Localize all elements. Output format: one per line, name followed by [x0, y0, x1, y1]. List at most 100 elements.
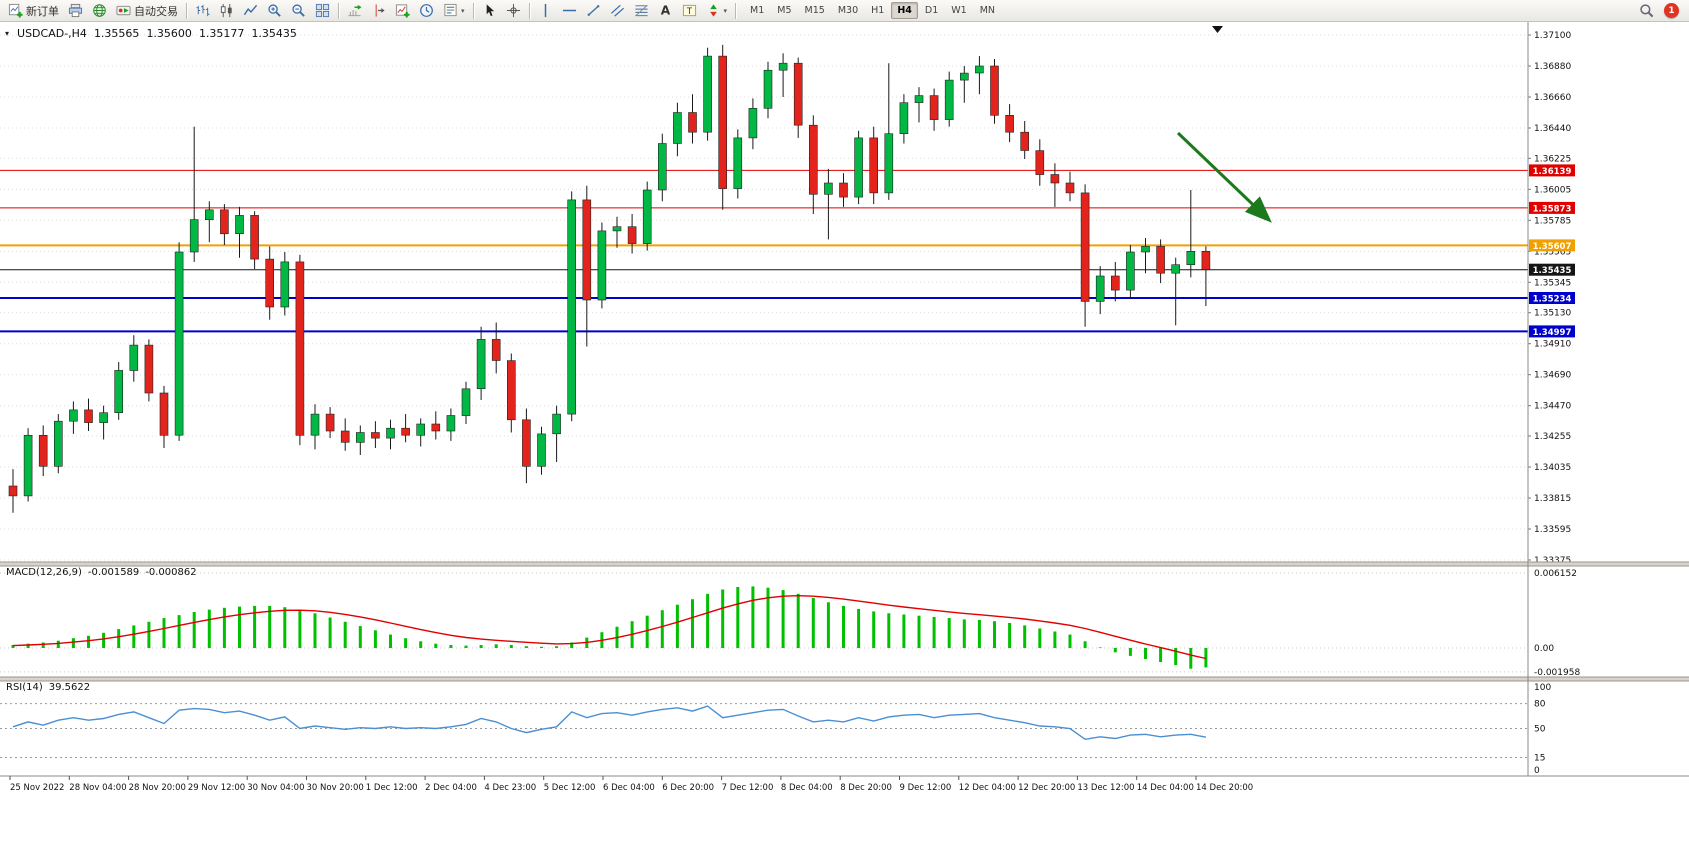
community-button[interactable] [88, 1, 111, 21]
cursor-tool-icon [482, 3, 497, 18]
symbol-period-label: USDCAD-,H4 [17, 27, 87, 40]
svg-text:14 Dec 04:00: 14 Dec 04:00 [1137, 783, 1194, 793]
timeframe-m5-button[interactable]: M5 [777, 5, 792, 16]
auto-trading-button[interactable]: 自动交易 [112, 1, 182, 21]
timeframe-mn-button[interactable]: MN [979, 5, 995, 16]
channel-tool-button[interactable] [606, 1, 629, 21]
vertical-line-tool-icon [538, 3, 553, 18]
timeframe-d1-button[interactable]: D1 [924, 5, 939, 16]
svg-text:1.33815: 1.33815 [1534, 494, 1571, 504]
bar-chart-mode-button[interactable] [191, 1, 214, 21]
toolbar: 新订单 自动交易 ▾ A T ▾ M1 M5 M15 M30 H1 H4 D1 W1 MN 1 [0, 0, 1689, 22]
notification-badge[interactable]: 1 [1664, 3, 1679, 18]
macd-signal-line [12, 594, 1207, 660]
chart-canvas[interactable]: 1.37100 1.36880 1.36660 1.36440 1.36225 1.360… [0, 22, 1689, 794]
toolbar-right: 1 [1635, 1, 1685, 21]
svg-text:1.34470: 1.34470 [1534, 402, 1571, 412]
svg-text:1.34690: 1.34690 [1534, 371, 1571, 381]
arrows-tool-button[interactable]: ▾ [702, 1, 732, 21]
macd-label: MACD(12,26,9) [6, 567, 82, 578]
period-selector-icon [419, 3, 434, 18]
svg-text:15: 15 [1534, 754, 1545, 764]
trendline-tool-button[interactable] [582, 1, 605, 21]
svg-text:1.36880: 1.36880 [1534, 62, 1571, 72]
svg-text:0: 0 [1534, 766, 1540, 776]
panel-separator[interactable] [0, 677, 1689, 681]
candlestick-mode-button[interactable] [215, 1, 238, 21]
time-axis: 25 Nov 2022 28 Nov 04:00 28 Nov 20:00 29 No… [0, 775, 1689, 793]
print-icon [68, 3, 83, 18]
svg-text:1.34255: 1.34255 [1534, 432, 1571, 442]
text-label-tool-button[interactable]: T [678, 1, 701, 21]
fibonacci-tool-icon [634, 3, 649, 18]
toolbar-separator [338, 2, 339, 19]
svg-text:1.36139: 1.36139 [1533, 167, 1572, 177]
timeframe-h1-button[interactable]: H1 [871, 5, 885, 16]
timeframe-m15-button[interactable]: M15 [804, 5, 825, 16]
svg-text:1.36225: 1.36225 [1534, 154, 1571, 164]
timeframe-h4-button[interactable]: H4 [891, 2, 918, 19]
search-button[interactable] [1635, 1, 1658, 21]
auto-scroll-icon [347, 3, 362, 18]
chart-header: ▾ USDCAD-,H4 1.35565 1.35600 1.35177 1.3… [5, 27, 297, 40]
svg-text:4 Dec 23:00: 4 Dec 23:00 [484, 783, 536, 793]
svg-text:29 Nov 12:00: 29 Nov 12:00 [188, 783, 245, 793]
community-icon [92, 3, 107, 18]
cursor-tool-button[interactable] [478, 1, 501, 21]
svg-text:1.35565: 1.35565 [1534, 247, 1571, 257]
crosshair-tool-button[interactable] [502, 1, 525, 21]
rsi-line [12, 705, 1207, 741]
zoom-out-button[interactable] [287, 1, 310, 21]
period-selector-button[interactable] [415, 1, 438, 21]
window-menu-icon[interactable]: ▾ [5, 29, 10, 38]
line-chart-mode-button[interactable] [239, 1, 262, 21]
crosshair-tool-icon [506, 3, 521, 18]
zoom-in-button[interactable] [263, 1, 286, 21]
toolbar-separator [186, 2, 187, 19]
auto-scroll-button[interactable] [343, 1, 366, 21]
timeframe-w1-button[interactable]: W1 [951, 5, 967, 16]
svg-text:1.35607: 1.35607 [1533, 242, 1572, 252]
candlestick-series [8, 44, 1211, 513]
tile-windows-icon [315, 3, 330, 18]
zoom-in-icon [267, 3, 282, 18]
svg-text:30 Nov 04:00: 30 Nov 04:00 [247, 783, 304, 793]
ohlc-open: 1.35565 [93, 27, 140, 40]
tile-windows-button[interactable] [311, 1, 334, 21]
panel-separator[interactable] [0, 562, 1689, 566]
horizontal-line-tool-button[interactable] [558, 1, 581, 21]
svg-text:1.36660: 1.36660 [1534, 93, 1571, 103]
new-chart-button[interactable] [391, 1, 414, 21]
data-end-marker-icon [1212, 26, 1223, 33]
bearish-projection-arrow[interactable] [1176, 131, 1272, 223]
svg-text:T: T [685, 6, 692, 16]
text-tool-button[interactable]: A [654, 1, 677, 21]
fibonacci-tool-button[interactable] [630, 1, 653, 21]
text-tool-icon: A [658, 3, 673, 18]
auto-trading-label: 自动交易 [134, 4, 178, 18]
svg-text:12 Dec 20:00: 12 Dec 20:00 [1018, 783, 1075, 793]
vertical-line-tool-button[interactable] [534, 1, 557, 21]
svg-text:1.35130: 1.35130 [1534, 309, 1571, 319]
timeframe-m1-button[interactable]: M1 [750, 5, 765, 16]
print-button[interactable] [64, 1, 87, 21]
svg-text:1.34910: 1.34910 [1534, 340, 1571, 350]
timeframe-m30-button[interactable]: M30 [837, 5, 859, 16]
templates-button[interactable]: ▾ [439, 1, 469, 21]
text-label-tool-icon: T [682, 3, 697, 18]
svg-text:1.35785: 1.35785 [1534, 216, 1571, 226]
chart-shift-button[interactable] [367, 1, 390, 21]
price-axis-labels: 1.37100 1.36880 1.36660 1.36440 1.36225 1.360… [1528, 31, 1571, 566]
rsi-value: 39.5622 [48, 682, 91, 693]
new-order-label: 新订单 [26, 4, 59, 18]
svg-text:30 Nov 20:00: 30 Nov 20:00 [307, 783, 364, 793]
svg-text:0.00: 0.00 [1534, 644, 1554, 654]
svg-text:50: 50 [1534, 725, 1546, 735]
toolbar-left: 新订单 自动交易 ▾ A T ▾ M1 M5 M15 M30 H1 H4 D1 W1 MN [4, 1, 1635, 21]
new-order-button[interactable]: 新订单 [4, 1, 63, 21]
svg-text:1.37100: 1.37100 [1534, 31, 1571, 41]
svg-text:6 Dec 04:00: 6 Dec 04:00 [603, 783, 655, 793]
macd-main-value: -0.001589 [87, 567, 140, 578]
trendline-tool-icon [586, 3, 601, 18]
rsi-label: RSI(14) [6, 682, 43, 693]
